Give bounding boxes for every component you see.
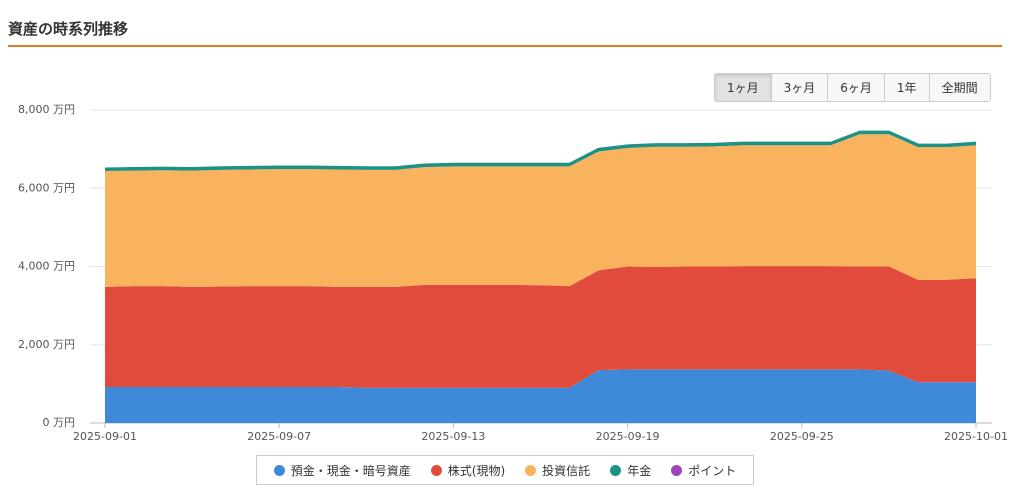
range-button[interactable]: 1年 bbox=[883, 74, 929, 101]
area bbox=[105, 369, 976, 423]
x-tick-label: 2025-09-07 bbox=[247, 430, 311, 443]
x-tick-label: 2025-09-25 bbox=[770, 430, 834, 443]
area-edge bbox=[104, 130, 977, 170]
area bbox=[105, 266, 976, 388]
range-buttons: 1ヶ月 3ヶ月 6ヶ月 1年 全期間 bbox=[714, 73, 991, 102]
legend-label: 預金・現金・暗号資産 bbox=[290, 463, 411, 478]
range-button[interactable]: 1ヶ月 bbox=[715, 74, 771, 101]
legend-swatch bbox=[430, 464, 442, 476]
legend-swatch bbox=[525, 464, 537, 476]
title-rule bbox=[8, 45, 1002, 47]
legend-item[interactable]: 投資信託 bbox=[525, 462, 590, 479]
range-button[interactable]: 全期間 bbox=[928, 74, 990, 101]
x-tick-label: 2025-10-01 bbox=[944, 430, 1008, 443]
range-button[interactable]: 3ヶ月 bbox=[770, 74, 828, 101]
legend-swatch bbox=[610, 464, 622, 476]
legend-label: ポイント bbox=[688, 463, 737, 478]
legend-label: 株式(現物) bbox=[447, 463, 506, 478]
legend: 預金・現金・暗号資産 株式(現物) 投資信託 年金 ポイント bbox=[256, 455, 754, 485]
x-tick-label: 2025-09-01 bbox=[73, 430, 137, 443]
legend-swatch bbox=[671, 464, 683, 476]
x-tick-label: 2025-09-19 bbox=[596, 430, 660, 443]
area bbox=[105, 134, 976, 287]
y-tick-label: 0 万円 bbox=[43, 416, 76, 429]
legend-item[interactable]: ポイント bbox=[671, 462, 736, 479]
y-tick-label: 8,000 万円 bbox=[18, 103, 75, 116]
y-tick-label: 6,000 万円 bbox=[18, 181, 75, 194]
legend-item[interactable]: 預金・現金・暗号資産 bbox=[273, 462, 411, 479]
legend-swatch bbox=[273, 464, 285, 476]
legend-label: 投資信託 bbox=[542, 463, 591, 478]
y-tick-label: 2,000 万円 bbox=[18, 338, 75, 351]
range-button[interactable]: 6ヶ月 bbox=[827, 74, 884, 101]
legend-label: 年金 bbox=[627, 463, 652, 478]
section-title: 資産の時系列推移 bbox=[8, 20, 129, 38]
legend-item[interactable]: 株式(現物) bbox=[430, 462, 506, 479]
x-tick-label: 2025-09-13 bbox=[421, 430, 485, 443]
legend-item[interactable]: 年金 bbox=[610, 462, 651, 479]
y-tick-label: 4,000 万円 bbox=[18, 260, 75, 273]
